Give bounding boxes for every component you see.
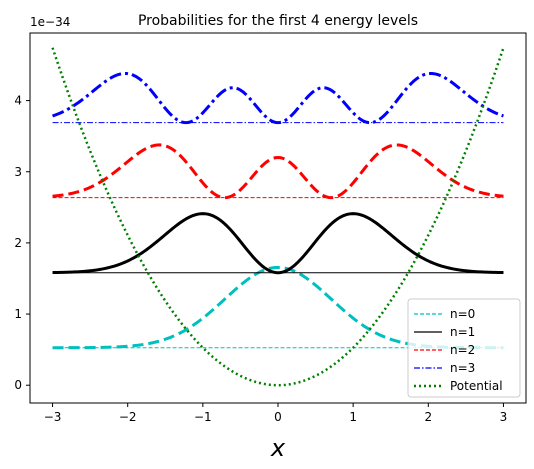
x-tick-label: −1 [194, 410, 212, 424]
y-tick-label: 0 [14, 378, 22, 392]
chart-title: Probabilities for the first 4 energy lev… [138, 13, 418, 29]
x-tick-label: 1 [349, 410, 357, 424]
x-tick-label: −3 [44, 410, 62, 424]
legend-label: n=1 [450, 325, 475, 339]
y-offset-text: 1e−34 [30, 15, 70, 29]
legend-label: n=3 [450, 361, 475, 375]
y-tick-label: 3 [14, 165, 22, 179]
x-tick-label: 2 [424, 410, 432, 424]
x-tick-label: 0 [274, 410, 282, 424]
curves [51, 47, 505, 387]
legend-frame [407, 298, 521, 398]
potential-curve [51, 47, 505, 387]
x-tick-label: 3 [500, 410, 508, 424]
y-axis-ticks: 0 1 2 3 4 [14, 94, 30, 392]
legend: n=0 n=1 n=2 n=3 Potential [407, 298, 521, 398]
probability-curve-2 [52, 143, 504, 200]
probability-curve-1 [52, 212, 504, 275]
legend-label: n=0 [450, 307, 475, 321]
x-tick-label: −2 [119, 410, 137, 424]
y-tick-label: 2 [14, 236, 22, 250]
legend-label: Potential [450, 379, 503, 393]
legend-label: n=2 [450, 343, 475, 357]
probability-curve-3 [52, 71, 504, 125]
y-tick-label: 4 [14, 94, 22, 108]
x-axis-ticks: −3 −2 −1 0 1 2 3 [44, 403, 508, 424]
x-axis-label: x [270, 434, 286, 462]
y-tick-label: 1 [14, 307, 22, 321]
